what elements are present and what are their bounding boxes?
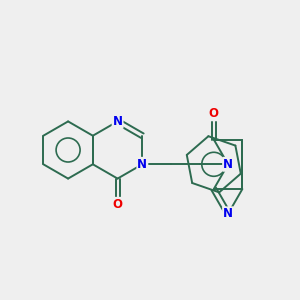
- Text: N: N: [137, 158, 147, 171]
- Text: O: O: [209, 107, 219, 120]
- Text: O: O: [112, 198, 123, 211]
- Text: N: N: [223, 207, 233, 220]
- Text: N: N: [112, 115, 123, 128]
- Text: N: N: [223, 158, 233, 171]
